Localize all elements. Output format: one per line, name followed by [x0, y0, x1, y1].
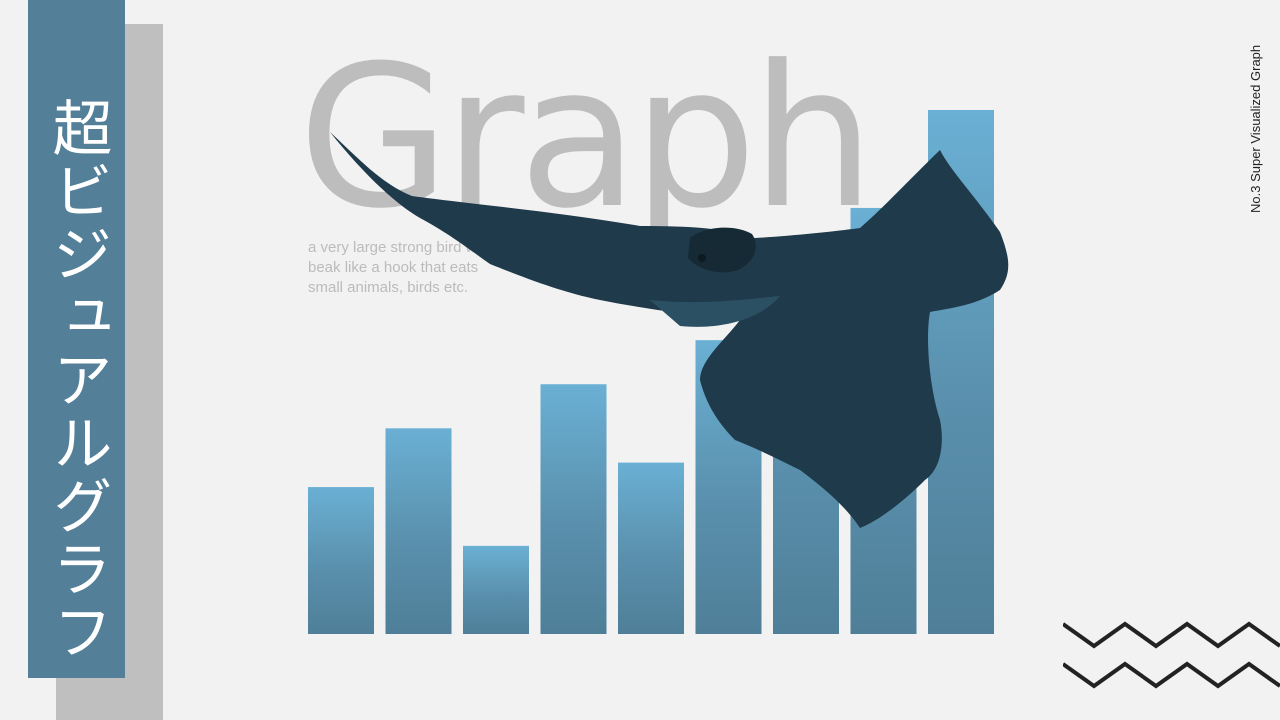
zigzag-pattern-icon	[1063, 621, 1280, 689]
sidebar-title: 超ビジュアルグラフ	[42, 97, 112, 664]
bar-5	[618, 462, 684, 634]
bar-4	[540, 384, 607, 634]
bar-3	[463, 545, 529, 634]
bird-falcon-icon	[330, 132, 1009, 528]
sidebar-panel	[28, 0, 125, 678]
bar-2	[385, 428, 452, 634]
description: a very large strong bird with a beak lik…	[308, 239, 505, 296]
bar-1	[308, 487, 374, 634]
headline: Graph	[298, 24, 875, 252]
